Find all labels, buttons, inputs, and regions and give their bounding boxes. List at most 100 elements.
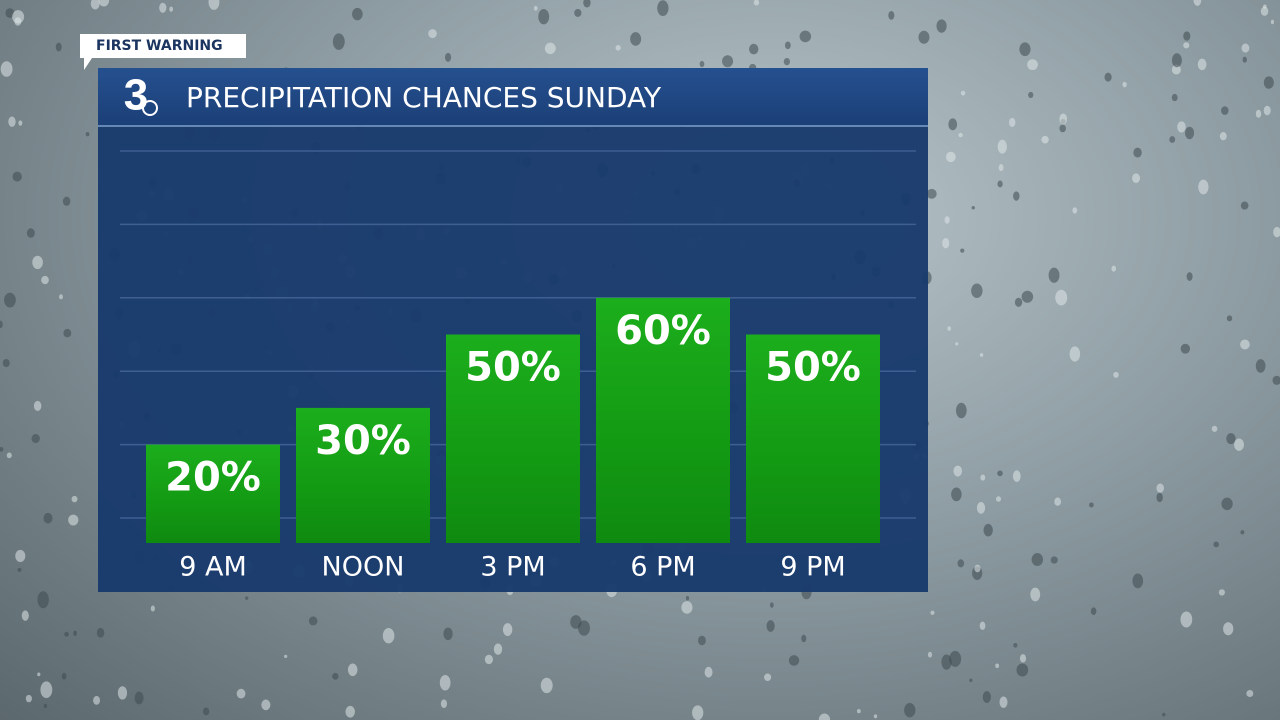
rain-drop: [1048, 267, 1060, 283]
rain-drop: [979, 353, 984, 357]
rain-drop: [1234, 438, 1245, 451]
rain-drop: [1226, 433, 1236, 445]
rain-drop: [958, 132, 963, 138]
rain-drop: [1221, 106, 1229, 115]
rain-drop: [615, 45, 621, 51]
rain-drop: [439, 675, 451, 691]
panel-header: [98, 68, 928, 126]
bar: [746, 334, 880, 543]
rain-drop: [1104, 72, 1112, 82]
rain-drop: [544, 42, 556, 55]
rain-drop: [998, 164, 1004, 172]
rain-drop: [90, 0, 100, 10]
rain-drop: [1133, 147, 1142, 158]
rain-drop: [1218, 589, 1225, 596]
value-label: 50%: [765, 345, 861, 391]
rain-drop: [71, 495, 78, 503]
rain-drop: [1132, 173, 1141, 184]
rain-drop: [382, 628, 395, 644]
rain-drop: [685, 595, 690, 601]
rain-drop: [8, 116, 16, 127]
rain-drop: [1213, 541, 1220, 548]
rain-drop: [1185, 126, 1195, 140]
rain-drop: [681, 601, 693, 614]
rain-drop: [68, 514, 79, 526]
rain-drop: [944, 216, 950, 224]
rain-drop: [1211, 425, 1218, 432]
rain-drop: [117, 686, 128, 700]
rain-drop: [73, 630, 77, 637]
rain-drop: [801, 634, 807, 643]
rain-drop: [799, 30, 812, 43]
bar: [446, 334, 580, 543]
rain-drop: [1240, 201, 1249, 210]
rain-drop: [18, 120, 23, 126]
rain-drop: [1090, 607, 1097, 615]
rain-drop: [1013, 191, 1020, 201]
value-label: 60%: [615, 308, 711, 354]
tag-box: [80, 34, 246, 70]
rain-drop: [704, 666, 713, 678]
rain-drop: [1162, 712, 1166, 717]
rain-drop: [1171, 53, 1182, 68]
rain-drop: [784, 41, 791, 50]
rain-drop: [1171, 93, 1178, 102]
rain-drop: [1111, 265, 1117, 272]
rain-drop: [971, 283, 983, 298]
rain-drop: [1246, 689, 1254, 698]
rain-drop: [32, 255, 43, 270]
rain-drop: [1177, 121, 1186, 133]
rain-drop: [25, 694, 32, 703]
x-tick-label: 9 PM: [780, 552, 845, 583]
rain-drop: [55, 42, 62, 52]
rain-drop: [1069, 346, 1081, 362]
rain-drop: [1054, 497, 1062, 506]
rain-drop: [533, 5, 538, 11]
rain-drop: [692, 705, 704, 720]
rain-drop: [1273, 226, 1280, 238]
rain-drop: [493, 643, 503, 655]
rain-drop: [1059, 113, 1068, 125]
rain-drop: [1021, 290, 1034, 303]
rain-drop: [308, 616, 318, 626]
rain-drop: [40, 681, 53, 699]
rain-drop: [574, 8, 582, 17]
rain-drop: [1014, 297, 1023, 307]
rain-drop: [0, 446, 4, 452]
rain-drop: [332, 672, 339, 680]
rain-drop: [1263, 76, 1274, 89]
rain-drop: [979, 621, 986, 630]
rain-drop: [202, 707, 210, 716]
rain-drop: [749, 43, 759, 55]
rain-drop: [955, 342, 959, 346]
rain-drop: [956, 402, 967, 419]
rain-drop: [722, 55, 734, 68]
rain-drop: [347, 663, 358, 677]
rain-drop: [976, 501, 986, 514]
rain-drop: [37, 591, 49, 609]
rain-drop: [1089, 502, 1094, 508]
rain-drop: [583, 0, 591, 8]
rain-drop: [1156, 492, 1163, 503]
rain-drop: [0, 320, 3, 329]
chart-title: PRECIPITATION CHANCES SUNDAY: [186, 81, 662, 114]
rain-drop: [440, 699, 448, 709]
rain-drop: [942, 238, 950, 249]
rain-drop: [159, 2, 167, 13]
rain-drop: [1221, 497, 1233, 511]
x-tick-label: 9 AM: [179, 552, 247, 583]
rain-drop: [1198, 179, 1209, 195]
rain-drop: [995, 496, 1002, 502]
rain-drop: [960, 248, 965, 253]
rain-drop: [699, 60, 705, 68]
rain-drop: [31, 434, 40, 444]
rain-drop: [1186, 272, 1193, 281]
rain-drop: [982, 691, 991, 704]
rain-drop: [2, 358, 10, 368]
rain-drop: [1219, 131, 1227, 141]
rain-drop: [698, 635, 706, 646]
rain-drop: [502, 623, 513, 637]
rain-drop: [245, 596, 249, 600]
